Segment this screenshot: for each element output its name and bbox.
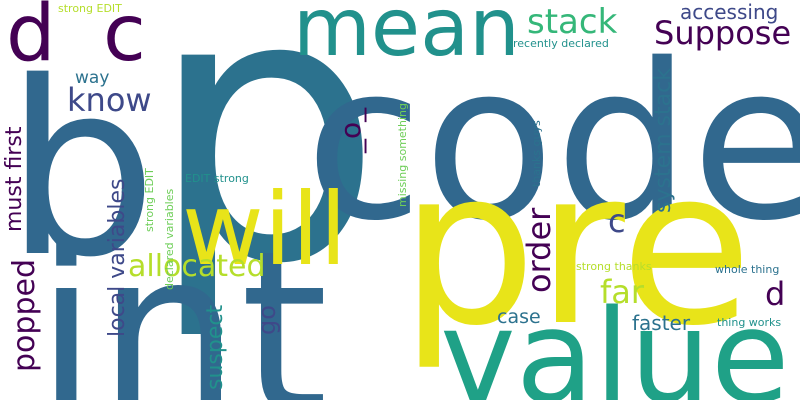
word-d: d xyxy=(6,0,56,73)
word-allocated: allocated xyxy=(128,252,266,282)
word-o-o: _o_ xyxy=(337,108,365,153)
word-order: order xyxy=(523,208,555,293)
word-case: case xyxy=(497,308,541,327)
word-declared-variables: declared variables xyxy=(164,189,175,290)
word-system-stack: system stack xyxy=(653,68,675,213)
word-stack: stack xyxy=(527,5,617,39)
word-know: know xyxy=(67,84,152,116)
word-suspect: suspect xyxy=(205,305,227,390)
word-whole-thing: whole thing xyxy=(715,264,779,275)
word-mean: mean xyxy=(293,0,520,68)
word-missing-something: missing something xyxy=(397,103,408,207)
word-far: far xyxy=(600,276,644,308)
word-thing-works: thing works xyxy=(717,317,781,328)
word-must-first: must first xyxy=(4,127,26,232)
word-accessing: accessing xyxy=(680,2,778,22)
word-faster: faster xyxy=(632,313,690,333)
word-strong-thanks: strong thanks xyxy=(576,261,652,272)
word-go: go xyxy=(255,305,279,335)
word-edit-strong: EDIT strong xyxy=(185,173,249,184)
word-recently-declared: recently declared xyxy=(513,38,609,49)
word-popped: popped xyxy=(10,259,40,372)
word-thanks-guys: thanks guys xyxy=(531,120,542,187)
word-way: way xyxy=(75,70,109,87)
word-local-variables: local variables xyxy=(107,179,129,337)
word-c2: c xyxy=(608,205,626,237)
word-d2: d xyxy=(765,278,785,310)
word-strong-edit-vertical: strong EDIT xyxy=(144,168,155,232)
word-strong-edit: strong EDIT xyxy=(58,3,122,14)
